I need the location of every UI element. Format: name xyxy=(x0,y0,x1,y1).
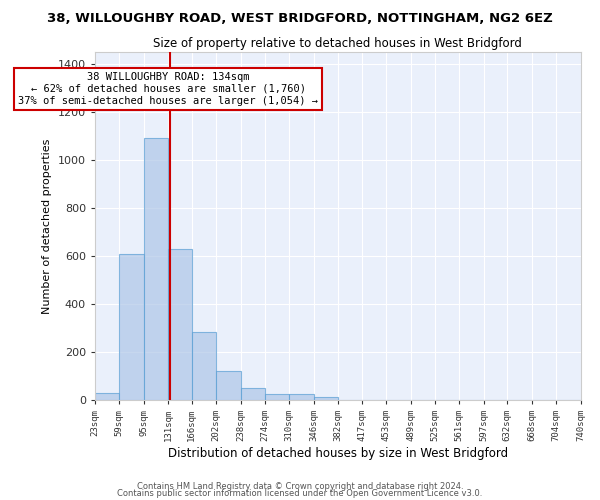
X-axis label: Distribution of detached houses by size in West Bridgford: Distribution of detached houses by size … xyxy=(167,447,508,460)
Bar xyxy=(144,138,168,400)
Bar xyxy=(314,396,338,400)
Text: Contains HM Land Registry data © Crown copyright and database right 2024.: Contains HM Land Registry data © Crown c… xyxy=(137,482,463,491)
Bar xyxy=(265,394,289,400)
Bar xyxy=(192,332,216,400)
Bar xyxy=(241,388,265,400)
Bar xyxy=(289,394,314,400)
Text: 38, WILLOUGHBY ROAD, WEST BRIDGFORD, NOTTINGHAM, NG2 6EZ: 38, WILLOUGHBY ROAD, WEST BRIDGFORD, NOT… xyxy=(47,12,553,26)
Bar xyxy=(168,248,192,400)
Bar xyxy=(95,393,119,400)
Bar xyxy=(216,372,241,400)
Text: 38 WILLOUGHBY ROAD: 134sqm
← 62% of detached houses are smaller (1,760)
37% of s: 38 WILLOUGHBY ROAD: 134sqm ← 62% of deta… xyxy=(18,72,318,106)
Title: Size of property relative to detached houses in West Bridgford: Size of property relative to detached ho… xyxy=(153,38,522,51)
Text: Contains public sector information licensed under the Open Government Licence v3: Contains public sector information licen… xyxy=(118,489,482,498)
Y-axis label: Number of detached properties: Number of detached properties xyxy=(42,138,52,314)
Bar xyxy=(119,254,144,400)
